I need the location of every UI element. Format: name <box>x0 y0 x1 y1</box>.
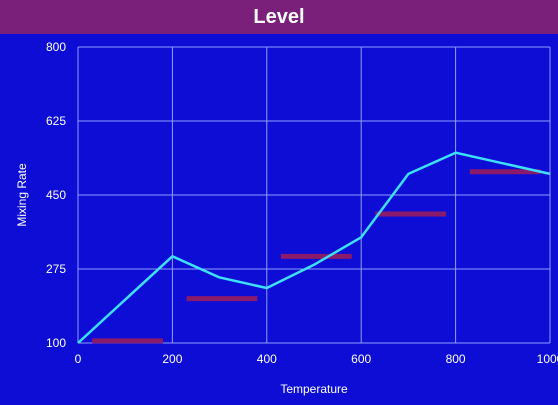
x-tick-label-3: 600 <box>351 352 371 366</box>
x-tick-label-0: 0 <box>75 352 82 366</box>
series-line-0 <box>77 151 551 344</box>
y-tick-label-3: 625 <box>46 114 66 128</box>
chart-title: Level <box>253 5 305 28</box>
tick-labels: 0 200 400 600 800 1000 100 275 450 625 800 <box>46 40 558 366</box>
x-tick-label-5: 1000 <box>537 352 558 366</box>
level-bars <box>92 169 541 344</box>
x-tick-label-4: 800 <box>446 352 466 366</box>
y-tick-label-0: 100 <box>46 336 66 350</box>
x-tick-label-1: 200 <box>162 352 182 366</box>
y-axis-label: Mixing Rate <box>15 163 29 227</box>
title-bar: Level <box>0 0 558 34</box>
y-tick-label-2: 450 <box>46 188 66 202</box>
line-layer <box>77 151 551 344</box>
x-tick-label-2: 400 <box>257 352 277 366</box>
x-axis-label: Temperature <box>280 382 348 396</box>
grid <box>77 46 551 344</box>
y-tick-label-4: 800 <box>46 40 66 54</box>
y-tick-label-1: 275 <box>46 262 66 276</box>
